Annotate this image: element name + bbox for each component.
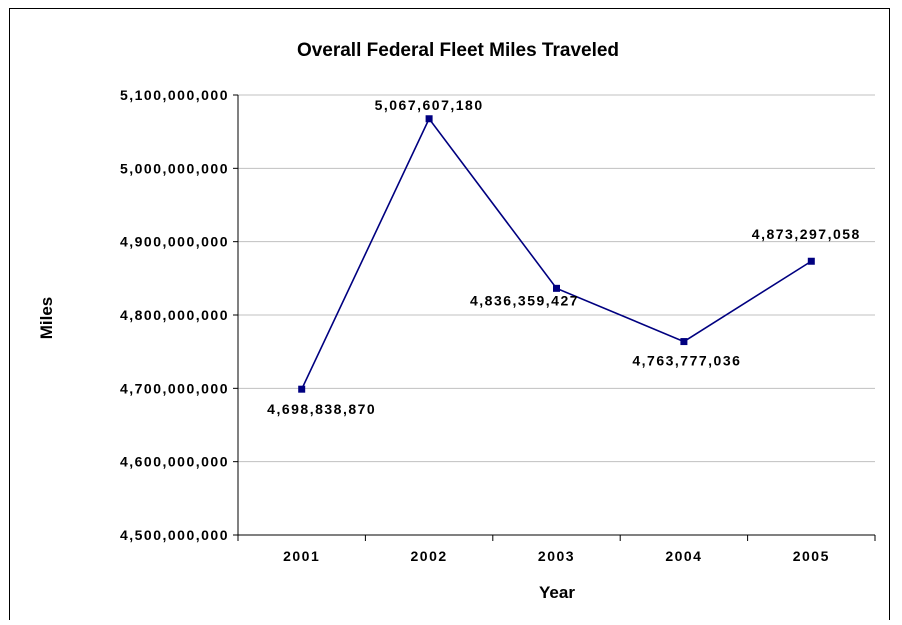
- data-label: 5,067,607,180: [375, 97, 484, 113]
- y-axis-title: Miles: [37, 297, 56, 340]
- y-tick-label: 4,600,000,000: [120, 454, 229, 470]
- data-point-marker: [553, 284, 560, 292]
- data-label: 4,763,777,036: [632, 353, 741, 369]
- y-tick-labels: 4,500,000,000 4,600,000,000 4,700,000,000 4…: [120, 87, 229, 543]
- axes: [233, 94, 876, 541]
- y-tick-label: 4,500,000,000: [120, 527, 229, 543]
- y-tick-label: 4,900,000,000: [120, 234, 229, 250]
- x-tick-label: 2004: [665, 548, 702, 564]
- chart-frame: [9, 8, 890, 620]
- data-point-marker: [425, 115, 433, 123]
- series-line-path: [300, 117, 812, 390]
- x-tick-label: 2003: [538, 548, 575, 564]
- x-tick-labels: 2001 2002 2003 2004 2005: [283, 548, 830, 564]
- gridlines: [238, 94, 875, 463]
- data-point-marker: [807, 257, 815, 265]
- y-tick-label: 4,800,000,000: [120, 307, 229, 323]
- data-label: 4,836,359,427: [470, 292, 579, 308]
- chart-title: Overall Federal Fleet Miles Traveled: [297, 40, 619, 61]
- y-tick-label: 4,700,000,000: [120, 380, 229, 396]
- x-axis-title: Year: [539, 583, 575, 602]
- data-point-marker: [680, 338, 688, 346]
- x-tick-label: 2005: [793, 548, 830, 564]
- data-label: 4,698,838,870: [267, 401, 376, 417]
- y-tick-label: 5,000,000,000: [120, 160, 229, 176]
- series-line: [298, 115, 815, 393]
- y-tick-label: 5,100,000,000: [120, 87, 229, 103]
- data-label: 4,873,297,058: [752, 226, 861, 242]
- x-tick-label: 2001: [283, 548, 320, 564]
- data-point-marker: [298, 385, 306, 393]
- x-tick-label: 2002: [411, 548, 448, 564]
- data-labels: 4,698,838,870 5,067,607,180 4,836,359,427 4…: [267, 97, 861, 417]
